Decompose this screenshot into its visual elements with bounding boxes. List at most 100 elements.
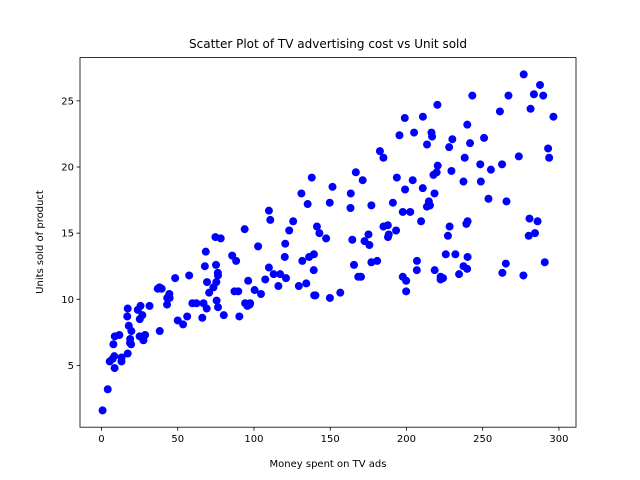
point [498,160,507,169]
point [123,349,132,358]
point [418,184,427,193]
point [392,173,401,182]
point [525,214,534,223]
point [495,107,504,116]
point [281,274,290,283]
point [244,276,253,285]
point [266,215,275,224]
point [280,252,289,261]
point [448,135,457,144]
point [303,200,312,209]
point [502,197,511,206]
point [463,120,472,129]
point [540,258,549,267]
point [281,239,290,248]
point [451,250,460,259]
point [480,133,489,142]
point [200,262,209,271]
point [367,258,376,267]
point [432,168,441,177]
point [256,289,265,298]
point [428,132,437,141]
point [202,304,211,313]
point [463,264,472,273]
point [346,189,355,198]
point [410,128,419,137]
point [123,312,132,321]
point [216,234,225,243]
point [383,221,392,230]
point [254,242,263,251]
point [462,219,471,228]
point [136,301,145,310]
x-tick-label: 0 [98,434,104,445]
point [533,217,542,226]
point [398,272,407,281]
x-tick-label: 150 [321,434,340,445]
point [294,282,303,291]
point [135,332,144,341]
point [401,185,410,194]
point [408,176,417,185]
point [360,237,369,246]
point [261,275,270,284]
point [445,222,454,231]
point [433,161,442,170]
point [441,250,450,259]
point [443,231,452,240]
point [322,234,331,243]
point [406,207,415,216]
point [400,114,409,123]
point [110,364,119,373]
point [484,194,493,203]
point [364,230,373,239]
point [309,266,318,275]
point [524,231,533,240]
point [212,260,221,269]
point [384,230,393,239]
x-tick-label: 250 [473,434,492,445]
x-tick-label: 50 [171,434,184,445]
point [379,153,388,162]
point [309,250,318,259]
y-axis-label: Units sold of product [35,190,46,294]
point [375,147,384,156]
point [519,271,528,280]
point [123,304,132,313]
point [468,91,477,100]
point [476,177,485,186]
point [436,275,445,284]
point [188,299,197,308]
point [276,270,285,279]
point [447,166,456,175]
point [173,316,182,325]
point [240,225,249,234]
point [115,330,124,339]
point [163,300,172,309]
point [529,90,538,99]
point [504,91,513,100]
point [219,311,228,320]
point [336,288,345,297]
point [297,189,306,198]
point [325,198,334,207]
point [463,252,472,261]
point [398,207,407,216]
point [235,312,244,321]
point [425,201,434,210]
point [358,176,367,185]
point [445,143,454,152]
point [157,284,166,293]
point [519,70,528,79]
point [117,357,126,366]
point [213,268,222,277]
point [412,266,421,275]
point [274,282,283,291]
point [351,168,360,177]
point [213,303,222,312]
point [328,182,337,191]
point [269,270,278,279]
y-tick-label: 5 [68,361,74,372]
